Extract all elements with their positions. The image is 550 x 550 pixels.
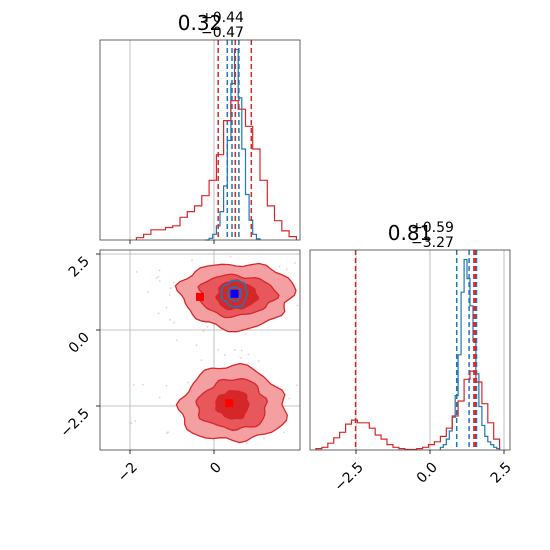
hist-top-series-1-step <box>135 100 297 240</box>
contour-xtick-label-0: 0 <box>207 460 225 478</box>
hist-panel-top: 0.32 +0.44 −0.47 <box>99 10 301 244</box>
contour-scatter-point <box>135 271 138 273</box>
hist-right-series-0-step <box>439 258 501 450</box>
hist-right-title-minus: −3.27 <box>411 235 454 251</box>
contour-scatter-point <box>233 349 236 351</box>
contour-scatter-point <box>244 333 247 335</box>
contour-scatter-point <box>165 385 168 387</box>
contour-scatter-point <box>169 318 171 321</box>
contour-ytick-label-2p5: 2.5 <box>66 254 93 281</box>
contour-scatter-point <box>187 381 190 384</box>
contour-scatter-point <box>176 339 178 342</box>
hist-right-xtick-label-2p5: 2.5 <box>488 460 515 487</box>
contour-scatter-point <box>168 294 171 296</box>
contour-scatter-point <box>158 269 161 272</box>
hist-right-title-plus: +0.59 <box>411 220 454 236</box>
contour-scatter-point <box>247 353 250 356</box>
hist-top-series-0-step <box>205 48 261 241</box>
hist-right-frame <box>310 250 510 450</box>
contour-scatter-point <box>166 432 168 435</box>
hist-top-title-plus: +0.44 <box>201 10 244 26</box>
contour-scatter-point <box>195 344 198 347</box>
hist-right-title-value: 0.81 <box>388 221 433 245</box>
contour-border <box>99 249 301 451</box>
contour-scatter-point <box>229 255 232 258</box>
contour-blue-mode-0-level-0 <box>220 279 249 308</box>
contour-scatter-point <box>257 360 260 362</box>
contour-scatter-point <box>158 396 161 399</box>
hist-right-xtick-label-neg2p5: −2.5 <box>331 460 366 495</box>
contour-scatter-point <box>169 287 172 290</box>
contour-marks <box>174 262 297 444</box>
hist-top-frame <box>100 40 300 240</box>
contour-scatter-point <box>296 384 298 387</box>
contour-scatter-point <box>158 280 161 282</box>
contour-scatter-point <box>147 291 149 294</box>
contour-xtick-label-neg2: −2 <box>115 460 141 486</box>
hist-right-marks <box>315 250 501 451</box>
contour-scatter-point <box>130 422 133 425</box>
contour-scatter-point <box>263 437 265 440</box>
contour-scatter-point <box>142 383 144 386</box>
hist-right-title: 0.81 <box>388 221 433 245</box>
contour-scatter-point <box>246 442 248 445</box>
contour-scatter-point <box>217 349 220 351</box>
contour-scatter-point <box>202 330 205 332</box>
contour-scatter-point <box>294 262 296 264</box>
hist-top-title-minus: −0.47 <box>201 25 244 41</box>
contour-scatter-point <box>157 275 160 278</box>
contour-panel: −2 0 2.5 0.0 −2.5 <box>57 249 301 486</box>
hist-top-gridlines <box>129 40 215 240</box>
contour-blue-mode-0-level-1 <box>227 286 242 302</box>
contour-ytick-label-0: 0.0 <box>66 330 93 357</box>
contour-scatter-point <box>134 420 137 422</box>
contour-scatter-point <box>191 259 193 262</box>
contour-scatter-point <box>288 397 291 400</box>
contour-red-marker-1 <box>225 399 234 408</box>
contour-scatter-point <box>173 321 176 324</box>
hist-right-ticks <box>355 450 505 454</box>
hist-top-ticks <box>129 240 215 244</box>
hist-top-marks <box>135 40 297 241</box>
contour-scatter-point <box>296 304 299 307</box>
contour-scatter-point <box>278 265 281 268</box>
contour-scatter-point <box>282 431 285 434</box>
contour-scatter-point <box>165 306 168 309</box>
contour-scatter-point <box>172 281 175 284</box>
contour-scatter-point <box>157 312 160 315</box>
contour-ticks <box>96 253 215 454</box>
contour-scatter-point <box>223 354 226 356</box>
hist-right-border <box>309 249 511 451</box>
hist-right-series-1-step <box>315 370 501 451</box>
contour-scatter-point <box>206 326 209 328</box>
contour-scatter-point <box>240 349 243 352</box>
hist-right-xtick-label-0: 0.0 <box>414 460 441 487</box>
contour-blue-marker-0 <box>230 289 239 298</box>
hist-panel-right: −2.5 0.0 2.5 0.81 +0.59 −3.27 <box>309 220 515 495</box>
contour-red-marker-0 <box>196 292 204 301</box>
contour-scatter-point <box>155 277 158 279</box>
hist-top-title: 0.32 <box>178 11 223 35</box>
contour-scatter-point <box>133 384 135 386</box>
contour-scatter-point <box>285 268 288 271</box>
hist-top-title-value: 0.32 <box>178 11 223 35</box>
contour-scatter-point <box>240 357 242 359</box>
contour-ytick-label-neg2p5: −2.5 <box>57 406 92 441</box>
contour-scatter-point <box>200 359 203 361</box>
hist-top-border <box>99 39 301 241</box>
